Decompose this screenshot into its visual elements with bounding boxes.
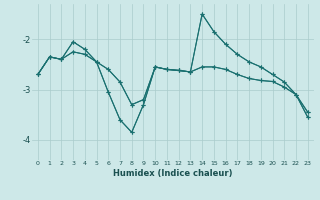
- X-axis label: Humidex (Indice chaleur): Humidex (Indice chaleur): [113, 169, 233, 178]
